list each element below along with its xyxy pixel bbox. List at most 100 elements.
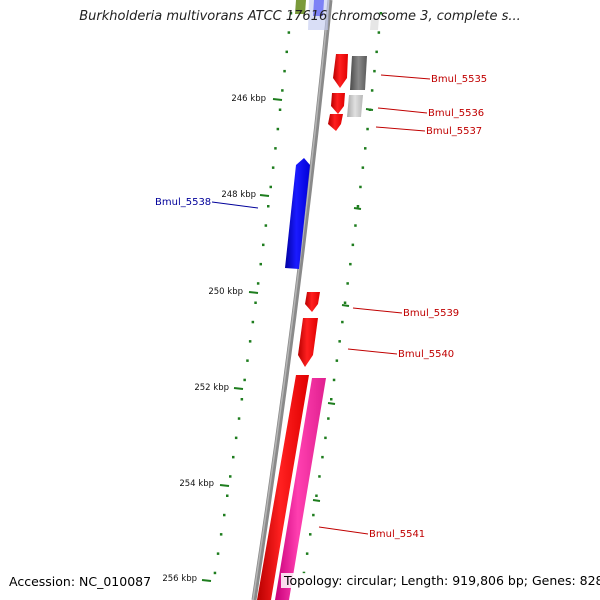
- scale-dot: [330, 398, 333, 401]
- scale-dot: [359, 185, 362, 189]
- scale-dot: [318, 475, 321, 478]
- accession-label: Accession: NC_010087: [9, 574, 152, 589]
- scale-tick-label: 254 kbp: [179, 479, 214, 489]
- scale-dot: [373, 69, 376, 73]
- scale-tick-label: 252 kbp: [194, 383, 229, 393]
- gene-arrow-bmul-5538[interactable]: [285, 158, 310, 269]
- chromosome-backbone: [251, 0, 333, 600]
- scale-dot: [219, 533, 223, 536]
- scale-dot: [240, 398, 244, 401]
- scale-dot: [332, 378, 336, 382]
- scale-dot: [259, 262, 262, 266]
- gene-large-red[interactable]: [257, 375, 309, 600]
- map-title: Burkholderia multivorans ATCC 17616 chro…: [79, 9, 521, 24]
- scale-tick-246: 246 kbp: [231, 94, 283, 104]
- scale-dot: [364, 147, 367, 150]
- scale-dot: [309, 533, 312, 536]
- scale-dot: [289, 12, 293, 15]
- scale-tick-254: 254 kbp: [179, 479, 230, 489]
- scale-dot: [262, 243, 265, 247]
- scale-dot: [216, 552, 220, 555]
- scale-dot: [354, 224, 357, 227]
- scale-dot: [377, 31, 381, 34]
- gene-arrow-bmul-5540[interactable]: [298, 318, 318, 367]
- scale-dot: [226, 494, 229, 497]
- scale-dot: [267, 205, 270, 208]
- scale-tick-248: 248 kbp: [221, 190, 270, 200]
- scale-dot: [283, 69, 286, 73]
- scale-dot: [229, 475, 232, 478]
- gene-partial-olive[interactable]: [295, 0, 306, 14]
- gene-arrow-bmul-5541[interactable]: [275, 378, 326, 600]
- scale-dot: [246, 359, 249, 362]
- scale-dot: [269, 185, 272, 189]
- gene-partial-pale-grey[interactable]: [370, 18, 379, 30]
- gene-label-bmul-5535[interactable]: Bmul_5535: [431, 74, 487, 85]
- scale-dot: [251, 320, 255, 324]
- scale-dot: [375, 50, 378, 54]
- genome-stats-label: Topology: circular; Length: 919,806 bp; …: [281, 573, 600, 588]
- scale-dot: [315, 494, 318, 497]
- scale-dot: [237, 417, 241, 420]
- scale-dot: [271, 166, 275, 169]
- scale-dot: [379, 12, 383, 15]
- scale-dot: [274, 147, 277, 150]
- gene-grey-dark[interactable]: [350, 56, 367, 90]
- scale-dotted-ring-inner: [302, 12, 383, 575]
- scale-dot: [321, 455, 324, 459]
- gene-arrow-bmul-5536[interactable]: [331, 93, 345, 114]
- scale-tick-label: 250 kbp: [208, 287, 243, 297]
- scale-tick-label: 256 kbp: [162, 574, 197, 584]
- scale-dot: [213, 571, 217, 575]
- gene-label-bmul-5541[interactable]: Bmul_5541: [369, 529, 425, 540]
- label-leaders: [211, 74, 431, 535]
- gene-arrow-bmul-5535[interactable]: [333, 54, 348, 88]
- scale-dot: [341, 320, 344, 324]
- scale-dot: [254, 301, 257, 304]
- scale-dot: [338, 340, 341, 343]
- scale-dot: [287, 31, 291, 34]
- scale-dot: [264, 224, 268, 227]
- scale-dot: [351, 243, 355, 247]
- gene-label-bmul-5539[interactable]: Bmul_5539: [403, 308, 459, 319]
- scale-dot: [223, 513, 226, 517]
- scale-dot: [349, 262, 352, 266]
- scale-tick-label: 246 kbp: [231, 94, 266, 104]
- gene-label-bmul-5536[interactable]: Bmul_5536: [428, 108, 484, 119]
- gene-arrow-bmul-5539[interactable]: [305, 292, 320, 312]
- scale-dot: [346, 282, 349, 285]
- scale-dot: [366, 127, 369, 131]
- scale-dot: [335, 359, 339, 362]
- scale-dot: [370, 89, 374, 92]
- inner-ring-ticks: [312, 108, 374, 502]
- scale-dot: [243, 378, 246, 382]
- scale-dot: [343, 301, 347, 304]
- gene-label-bmul-5537[interactable]: Bmul_5537: [426, 126, 482, 137]
- scale-tick-252: 252 kbp: [194, 383, 244, 393]
- scale-dot: [361, 166, 365, 169]
- scale-dot: [312, 513, 315, 517]
- scale-tick-256: 256 kbp: [162, 574, 212, 584]
- scale-tick-label: 248 kbp: [221, 190, 256, 200]
- scale-dot: [356, 205, 360, 208]
- scale-dot: [285, 50, 288, 54]
- scale-tick-250: 250 kbp: [208, 287, 259, 297]
- scale-dot: [281, 89, 284, 92]
- scale-dot: [232, 455, 235, 459]
- chromosome-backbone-highlight: [252, 0, 330, 600]
- scale-dot: [302, 571, 306, 575]
- scale-dot: [234, 436, 238, 440]
- gene-partial-pale-blue[interactable]: [308, 0, 329, 30]
- gene-label-bmul-5540[interactable]: Bmul_5540: [398, 349, 454, 360]
- scale-dot: [276, 127, 280, 131]
- scale-dot: [305, 552, 309, 555]
- scale-dot: [324, 436, 327, 440]
- gene-label-bmul-5538[interactable]: Bmul_5538: [155, 197, 211, 208]
- scale-dot: [256, 282, 260, 285]
- gene-arrow-bmul-5537[interactable]: [328, 114, 343, 131]
- scale-dot: [278, 108, 282, 111]
- gene-grey-light[interactable]: [347, 95, 363, 117]
- scale-dotted-ring-outer: [213, 12, 293, 575]
